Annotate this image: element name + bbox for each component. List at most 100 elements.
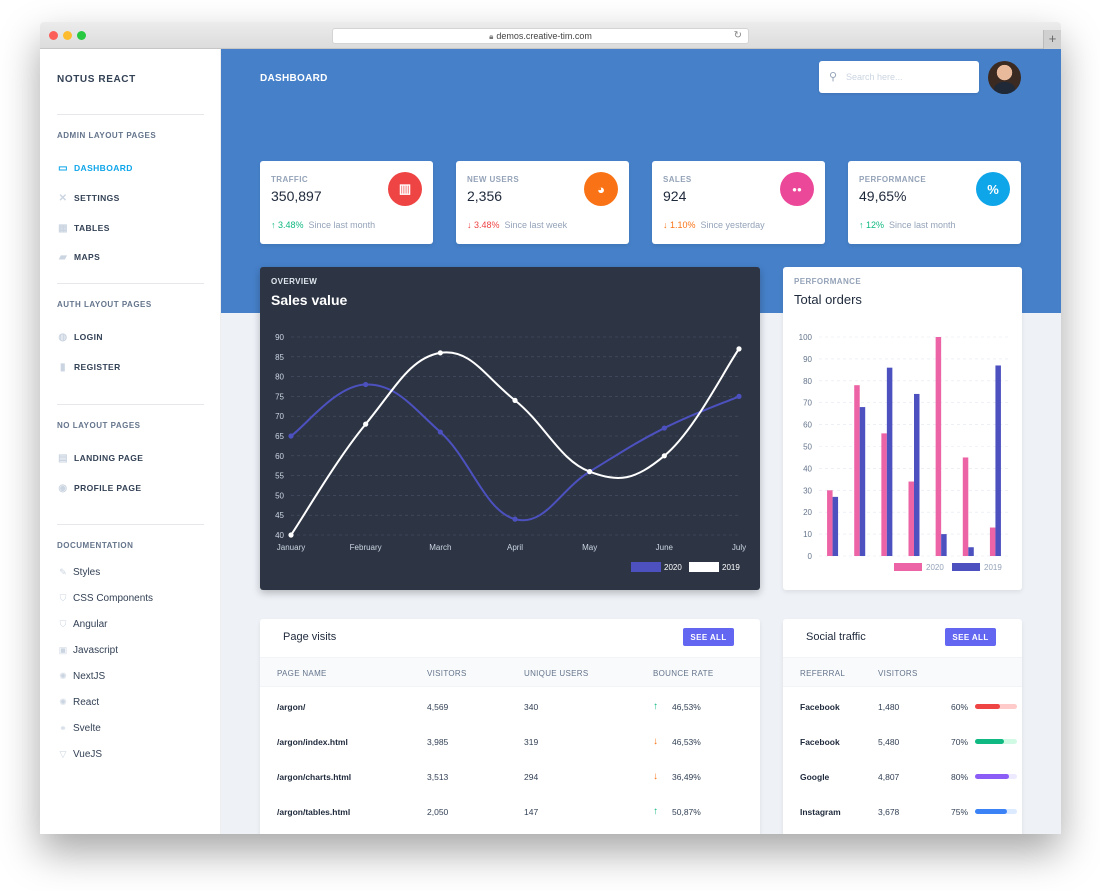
lock-icon: 🔒︎ (489, 32, 494, 41)
reload-icon[interactable]: ↻ (733, 30, 742, 41)
y-tick-label: 90 (275, 333, 284, 342)
visitors-cell: 3,513 (427, 772, 449, 782)
page-name-cell: /argon/charts.html (277, 772, 352, 782)
user-avatar[interactable] (988, 61, 1021, 94)
stat-card-traffic: TRAFFIC 350,897 ▥ ↑ 3.48% Since last mont… (260, 161, 433, 244)
see-all-button[interactable]: SEE ALL (945, 628, 996, 646)
data-point (437, 429, 443, 435)
sidebar-item-login[interactable]: ◍ LOGIN (58, 331, 103, 343)
tools-icon: ✕ (58, 192, 68, 204)
sidebar-item-dashboard[interactable]: ▭ DASHBOARD (58, 162, 133, 174)
table-row[interactable]: twitter 2,645 30% (783, 829, 1022, 834)
table-row[interactable]: /argon/charts.html 3,513 294 ↓ 36,49% (260, 759, 760, 794)
minimize-window-icon[interactable] (63, 31, 72, 40)
sidebar-item-register[interactable]: ▮ REGISTER (57, 359, 121, 375)
doc-link-css-components[interactable]: ⛉ CSS Components (57, 590, 153, 606)
x-tick-label: April (507, 543, 523, 552)
stat-footer: ↓ 3.48% Since last week (467, 220, 568, 230)
search-icon: ⚲ (829, 71, 838, 83)
percent-cell: 60% (951, 702, 969, 712)
visitors-cell: 4,807 (878, 772, 900, 782)
stat-card-new-users: NEW USERS 2,356 ◕ ↓ 3.48% Since last week (456, 161, 629, 244)
sales-line-chart: 40 45 50 55 60 65 70 75 80 85 90 January February Mar… (275, 333, 746, 572)
doc-link-react[interactable]: ✺ React (57, 694, 99, 710)
stat-label: NEW USERS (467, 175, 520, 184)
arrow-up-icon: ↑ (653, 701, 658, 712)
search-box[interactable]: ⚲ (819, 61, 979, 93)
y-tick-label: 80 (275, 373, 284, 382)
sidebar-item-tables[interactable]: ▦ TABLES (58, 222, 110, 234)
bar-2020 (881, 433, 887, 556)
chart-kicker: PERFORMANCE (794, 277, 862, 286)
table-row[interactable]: Facebook 5,480 70% (783, 724, 1022, 759)
chart-pie-icon: ◕ (584, 172, 618, 206)
sidebar-divider (57, 283, 204, 284)
doc-link-vuejs[interactable]: ▽ VueJS (57, 746, 103, 762)
unique-users-cell: 294 (524, 772, 539, 782)
table-row[interactable]: /argon/tables.html 2,050 147 ↑ 50,87% (260, 794, 760, 829)
css3-icon: ⛉ (59, 592, 67, 603)
table-header: REFERRAL VISITORS (783, 657, 1022, 687)
chart-bar-icon: ▥ (388, 172, 422, 206)
data-point (587, 469, 593, 475)
visitors-cell: 3,678 (878, 807, 900, 817)
user-circle-icon: ◉ (58, 482, 68, 494)
table-row[interactable]: Google 4,807 80% (783, 759, 1022, 794)
data-point (363, 421, 369, 427)
stat-value: 924 (663, 188, 687, 204)
bar-2019 (886, 367, 893, 556)
sidebar-item-profile-page[interactable]: ◉ PROFILE PAGE (58, 482, 142, 494)
y-tick-label: 75 (275, 392, 284, 401)
y-tick-label: 45 (275, 511, 284, 520)
unique-users-cell: 147 (524, 807, 539, 817)
doc-link-angular[interactable]: ⛉ Angular (57, 616, 108, 632)
sidebar-item-landing-page[interactable]: ▤ LANDING PAGE (58, 452, 144, 464)
sidebar-heading-auth: AUTH LAYOUT PAGES (57, 300, 152, 309)
search-input[interactable] (846, 69, 971, 85)
bar-2019 (941, 534, 947, 556)
table-row[interactable]: /argon/profile.html 1,795 190 ↓ 46,53% (260, 829, 760, 834)
table-row[interactable]: /argon/index.html 3,985 319 ↓ 46,53% (260, 724, 760, 759)
table-row[interactable]: Instagram 3,678 75% (783, 794, 1022, 829)
column-header: REFERRAL (800, 669, 846, 678)
brand-logo[interactable]: NOTUS REACT (57, 74, 136, 85)
doc-link-svelte[interactable]: ⚭ Svelte (57, 720, 101, 736)
close-window-icon[interactable] (49, 31, 58, 40)
arrow-up-icon: ↑ (653, 806, 658, 817)
stat-change: ↑ 3.48% (271, 220, 304, 230)
doc-link-styles[interactable]: ✎ Styles (57, 564, 100, 580)
stat-label: TRAFFIC (271, 175, 309, 184)
doc-link-nextjs[interactable]: ✺ NextJS (57, 668, 105, 684)
maximize-window-icon[interactable] (77, 31, 86, 40)
social-traffic-card: Social traffic SEE ALL REFERRAL VISITORS… (783, 619, 1022, 834)
new-tab-button[interactable]: + (1043, 30, 1061, 49)
percent-cell: 70% (951, 737, 969, 747)
paint-brush-icon: ✎ (59, 566, 67, 577)
stat-change: ↑ 12% (859, 220, 885, 230)
table-row[interactable]: Facebook 1,480 60% (783, 689, 1022, 724)
progress-bar-fill (975, 809, 1007, 814)
table-row[interactable]: /argon/ 4,569 340 ↑ 46,53% (260, 689, 760, 724)
bar-2020 (854, 385, 860, 556)
legend-swatch (689, 562, 719, 572)
stat-card-performance: PERFORMANCE 49,65% % ↑ 12% Since last mon… (848, 161, 1021, 244)
page-title[interactable]: DASHBOARD (260, 73, 328, 84)
doc-link-javascript[interactable]: ▣ Javascript (58, 644, 119, 656)
x-tick-label: July (732, 543, 746, 552)
address-bar[interactable]: 🔒︎ demos.creative-tim.com ↻ (332, 28, 749, 44)
y-tick-label: 30 (803, 486, 812, 495)
sidebar-item-maps[interactable]: ▰ MAPS (58, 251, 101, 263)
sales-value-card: OVERVIEW Sales value 40 45 50 55 60 65 70 75 80 8… (260, 267, 760, 590)
sidebar-item-settings[interactable]: ✕ SETTINGS (58, 192, 120, 204)
bar-2020 (827, 490, 833, 556)
map-icon: ▰ (58, 251, 68, 263)
visitors-cell: 2,050 (427, 807, 449, 817)
sidebar-heading-no-layout: NO LAYOUT PAGES (57, 421, 141, 430)
see-all-button[interactable]: SEE ALL (683, 628, 734, 646)
visitors-cell: 5,480 (878, 737, 900, 747)
bar-2019 (859, 407, 866, 556)
stat-label: SALES (663, 175, 692, 184)
progress-bar (975, 809, 1017, 814)
column-header: VISITORS (427, 669, 467, 678)
stat-value: 49,65% (859, 188, 907, 204)
